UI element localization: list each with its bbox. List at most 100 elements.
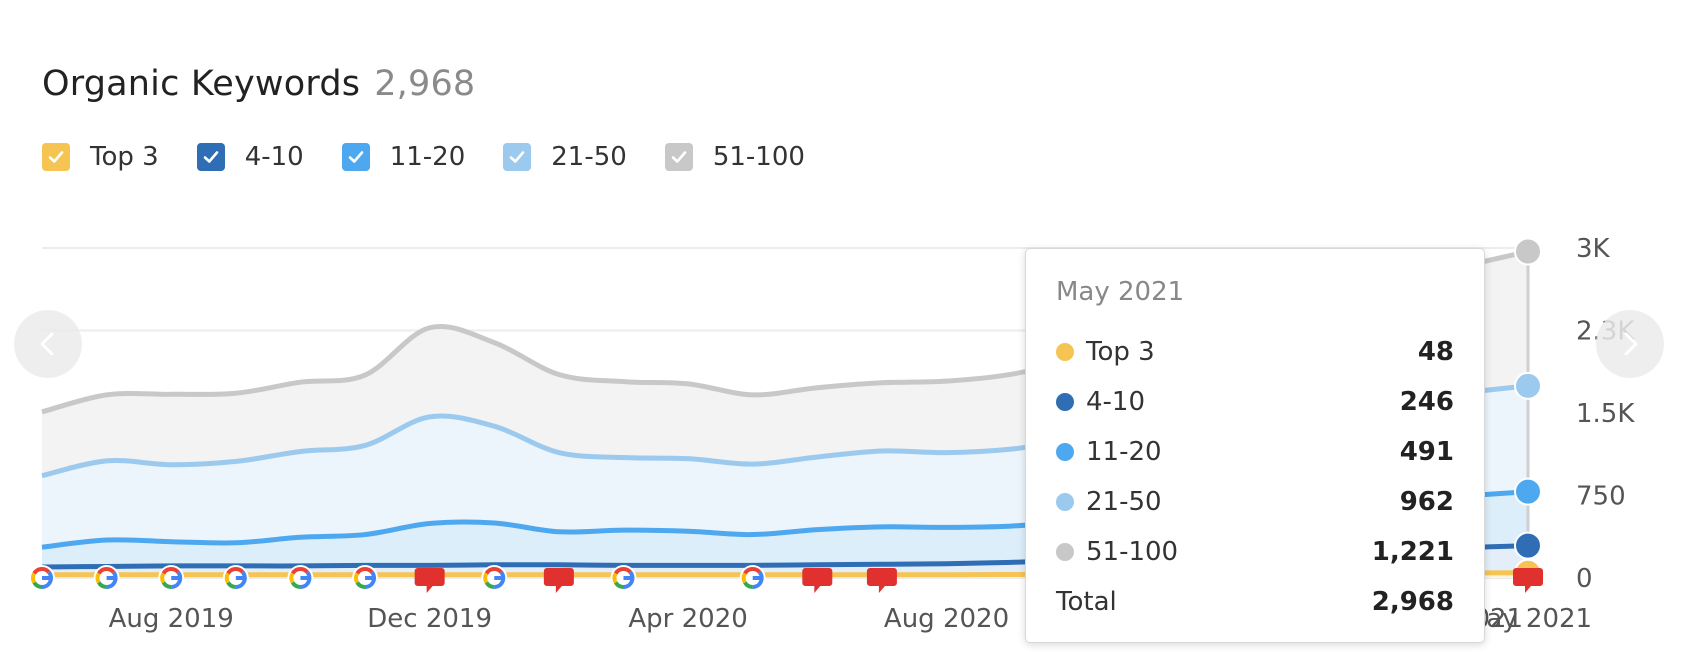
tooltip-row-label: 21-50 [1086, 487, 1162, 517]
chevron-right-icon [1624, 332, 1638, 356]
google-icon-arc [31, 572, 37, 584]
tooltip-total-label: Total [1056, 587, 1117, 617]
checkbox-icon[interactable] [341, 143, 370, 171]
keyword-count: 2,968 [374, 64, 476, 104]
google-icon-arc [355, 567, 374, 575]
tooltip-row: 11-20 491 [1056, 427, 1454, 477]
google-icon-arc [752, 570, 764, 589]
tooltip-date: May 2021 [1056, 277, 1185, 307]
google-update-icon [29, 565, 55, 591]
note-icon [543, 568, 574, 593]
checkbox-icon[interactable] [503, 143, 532, 171]
note-icon-shape [802, 568, 833, 593]
google-update-icon [352, 565, 379, 591]
data-point [1514, 477, 1542, 506]
note-icon [866, 568, 897, 593]
x-tick-label: Dec 2019 [367, 604, 492, 634]
tooltip-row-label: 51-100 [1086, 537, 1179, 567]
legend-label: Top 3 [90, 142, 159, 172]
legend-item-51-100[interactable]: 51-100 [664, 142, 805, 172]
series-dot-icon [1056, 493, 1074, 511]
google-icon-arc [290, 567, 309, 575]
google-update-icon [93, 565, 120, 591]
tooltip-row-value: 962 [1399, 487, 1454, 517]
google-icon-arc [106, 570, 118, 589]
next-button[interactable] [1596, 310, 1664, 378]
data-point [1514, 531, 1542, 560]
google-icon-arc [160, 572, 166, 584]
series-dot-icon [1056, 393, 1074, 411]
checkbox-icon[interactable] [196, 143, 225, 171]
note-icon-shape [414, 568, 445, 593]
chevron-left-icon [40, 332, 54, 356]
chart-title: Organic Keywords 2,968 [42, 64, 475, 104]
note-icon-shape [866, 568, 897, 593]
legend-label: 51-100 [712, 142, 805, 172]
series-dot-icon [1056, 543, 1074, 561]
tooltip-total-value: 2,968 [1371, 587, 1454, 617]
checkbox-icon[interactable] [42, 143, 70, 171]
google-icon-arc [235, 570, 247, 589]
series-dot-icon [1056, 343, 1074, 361]
note-icon [1513, 568, 1543, 593]
google-icon-arc [623, 570, 635, 589]
google-icon-arc [226, 581, 237, 589]
tooltip-row-value: 246 [1399, 387, 1454, 417]
google-icon-arc [170, 570, 183, 589]
google-icon-arc [355, 581, 366, 589]
tooltip-row-value: 1,221 [1371, 537, 1454, 567]
previous-button[interactable] [14, 310, 82, 378]
google-icon-arc [613, 567, 632, 575]
tooltip-row-value: 491 [1399, 437, 1454, 467]
note-icon [802, 568, 833, 593]
tooltip-row: 4-10 246 [1056, 377, 1454, 427]
x-tick-label: May 2021 [1464, 604, 1592, 634]
tooltip-total-row: Total 2,968 [1056, 577, 1454, 627]
google-update-icon [739, 565, 766, 591]
google-icon-arc [32, 567, 51, 575]
google-icon-arc [743, 581, 753, 589]
google-icon-arc [612, 572, 618, 584]
x-tick-label: Aug 2019 [109, 604, 234, 634]
google-icon-arc [161, 581, 172, 589]
google-icon-arc [484, 581, 495, 589]
legend-item-11-20[interactable]: 11-20 [341, 142, 466, 172]
legend-item-4-10[interactable]: 4-10 [196, 142, 304, 172]
x-tick-label: Apr 2020 [628, 604, 747, 634]
google-icon-arc [290, 581, 301, 589]
tooltip-row-value: 48 [1417, 337, 1454, 367]
legend-item-21-50[interactable]: 21-50 [503, 142, 627, 172]
google-icon-arc [741, 572, 747, 584]
note-icon-shape [543, 568, 574, 593]
checkbox-icon[interactable] [664, 143, 693, 171]
google-icon-arc [95, 572, 101, 584]
google-icon-arc [226, 567, 245, 575]
google-icon-arc [300, 570, 312, 589]
google-update-icon [158, 565, 185, 591]
tooltip-row-label: 11-20 [1086, 437, 1162, 467]
legend-label: 21-50 [551, 142, 627, 172]
note-icon [414, 568, 445, 593]
tooltip-row-label: 4-10 [1086, 387, 1146, 417]
legend-item-top-3[interactable]: Top 3 [42, 142, 159, 172]
y-tick-label: 750 [1576, 482, 1626, 512]
google-icon-arc [224, 572, 230, 584]
data-point [1514, 237, 1542, 266]
google-icon-arc [613, 581, 624, 589]
y-tick-label: 1.5K [1576, 399, 1635, 429]
google-icon-arc [32, 581, 43, 589]
google-icon-arc [41, 570, 53, 589]
google-icon-arc [97, 581, 107, 589]
google-icon-arc [289, 572, 295, 584]
google-update-icon [481, 565, 508, 591]
x-tick-label: Aug 2020 [884, 604, 1009, 634]
google-icon-arc [364, 570, 377, 589]
tooltip-row: Top 3 48 [1056, 327, 1454, 377]
google-update-icon [610, 565, 637, 591]
chart-tooltip: May 2021 Top 3 48 4-10 246 11-20 491 21-… [1025, 248, 1485, 643]
google-icon-arc [354, 572, 360, 584]
google-update-icon [287, 565, 314, 591]
chart-title-text: Organic Keywords [42, 64, 361, 104]
legend-label: 11-20 [389, 142, 466, 172]
note-icon-shape [1513, 568, 1543, 593]
